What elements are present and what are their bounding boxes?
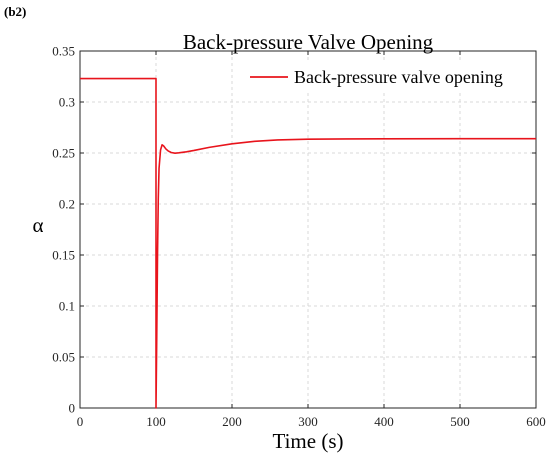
y-tick-label: 0.25 [52,146,75,161]
chart-title: Back-pressure Valve Opening [183,30,434,54]
y-tick-label: 0 [69,401,76,416]
series-line [80,77,536,409]
x-tick-label: 100 [146,414,166,429]
y-axis-label: α [32,213,43,237]
y-tick-label: 0.35 [52,44,75,59]
x-tick-label: 300 [298,414,318,429]
plot-frame [79,50,537,409]
y-tick-label: 0.15 [52,248,75,263]
y-tick-label: 0.3 [59,95,75,110]
x-tick-label: 200 [222,414,242,429]
legend-box [240,62,532,92]
panel-label: (b2) [4,4,27,19]
legend-label: Back-pressure valve opening [294,67,503,87]
x-tick-label: 0 [77,414,84,429]
y-tick-label: 0.05 [52,350,75,365]
grid-lines [80,51,536,408]
series-layer [80,77,536,409]
axis-ticks: 0 100 200 300 400 500 600 0 0.05 0.1 0.15 0.2 0.25 0.… [52,44,546,430]
x-axis-label: Time (s) [273,429,344,453]
x-tick-label: 400 [374,414,394,429]
x-tick-label: 600 [526,414,546,429]
y-tick-label: 0.2 [59,197,75,212]
legend: Back-pressure valve opening [240,62,532,92]
x-tick-label: 500 [450,414,470,429]
y-tick-label: 0.1 [59,299,75,314]
